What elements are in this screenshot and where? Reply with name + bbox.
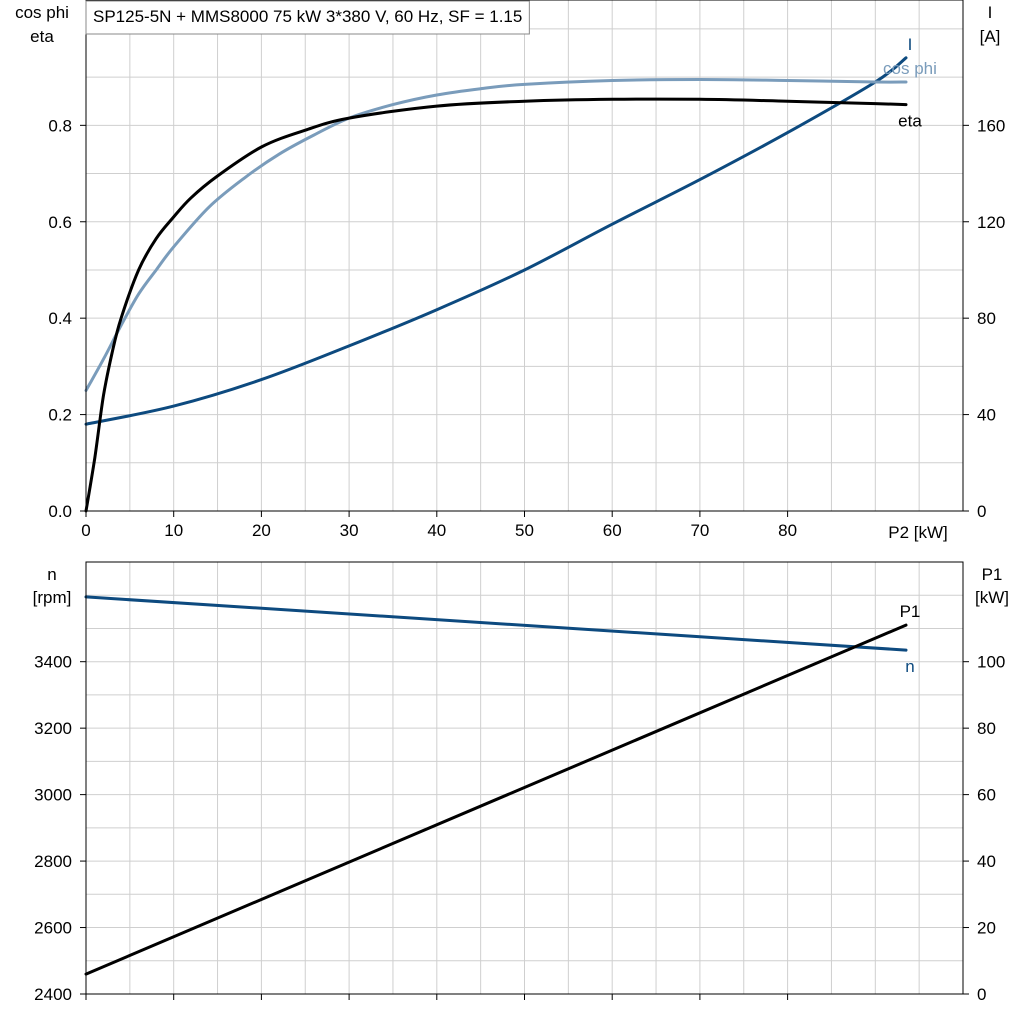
top-panel: 0 10 20 30 40 50 60 70 80 0.0 0.2 0.4 0.6 0.8 0 40 80 120… xyxy=(15,0,1005,542)
series-label-eta: eta xyxy=(898,112,922,131)
bottom-plot-frame xyxy=(85,561,964,995)
top-left-tick-label: 0.6 xyxy=(48,213,72,232)
top-x-tick-label: 20 xyxy=(252,521,271,540)
bottom-right-tick-label: 80 xyxy=(977,719,996,738)
top-x-tick-label: 70 xyxy=(690,521,709,540)
series-label-p1: P1 xyxy=(900,602,921,621)
bottom-panel: 2400 2600 2800 3000 3200 3400 0 20 40 60 80 100 P1 n… xyxy=(33,561,1009,1004)
top-right-tick-label: 80 xyxy=(977,309,996,328)
bottom-left-axis-label-rpm-unit: [rpm] xyxy=(33,588,72,607)
bottom-right-tick-label: 100 xyxy=(977,653,1005,672)
top-x-tick-label: 0 xyxy=(81,521,90,540)
bottom-right-axis-label-p1: P1 xyxy=(982,565,1003,584)
top-right-axis-label-a-unit: [A] xyxy=(980,27,1001,46)
series-label-i: I xyxy=(908,35,913,54)
chart-title: SP125-5N + MMS8000 75 kW 3*380 V, 60 Hz,… xyxy=(93,7,522,26)
series-label-cos-phi: cos phi xyxy=(883,59,937,78)
top-x-tick-label: 60 xyxy=(603,521,622,540)
top-x-tick-label: 40 xyxy=(427,521,446,540)
series-line-n xyxy=(84,595,908,652)
top-x-tick-label: 80 xyxy=(778,521,797,540)
top-x-axis-label: P2 [kW] xyxy=(888,523,948,542)
top-left-tick-label: 0.0 xyxy=(48,502,72,521)
top-grid xyxy=(86,0,963,511)
top-right-tick-label: 40 xyxy=(977,406,996,425)
series-label-n: n xyxy=(905,657,914,676)
top-left-tick-label: 0.8 xyxy=(48,116,72,135)
bottom-left-tick-label: 3400 xyxy=(34,653,72,672)
bottom-left-tick-label: 3000 xyxy=(34,786,72,805)
bottom-left-tick-label: 3200 xyxy=(34,719,72,738)
top-right-tick-label: 0 xyxy=(977,502,986,521)
series-line-eta xyxy=(84,97,908,513)
series-line-cos-phi xyxy=(84,78,908,392)
bottom-right-axis-label-kw-unit: [kW] xyxy=(975,588,1009,607)
top-right-tick-label: 160 xyxy=(977,116,1005,135)
bottom-left-tick-label: 2600 xyxy=(34,919,72,938)
top-left-axis-label-cos-phi: cos phi xyxy=(15,3,69,22)
top-x-tick-label: 50 xyxy=(515,521,534,540)
bottom-right-tick-label: 40 xyxy=(977,852,996,871)
series-line-i xyxy=(84,56,908,426)
top-left-tick-label: 0.4 xyxy=(48,309,72,328)
top-left-tick-label: 0.2 xyxy=(48,406,72,425)
bottom-right-tick-label: 0 xyxy=(977,985,986,1004)
top-right-axis-label-i: I xyxy=(988,3,993,22)
top-x-tick-label: 30 xyxy=(340,521,359,540)
bottom-left-tick-label: 2800 xyxy=(34,852,72,871)
bottom-right-tick-label: 20 xyxy=(977,919,996,938)
top-right-tick-label: 120 xyxy=(977,213,1005,232)
series-line-p1 xyxy=(84,623,908,976)
top-left-axis-label-eta: eta xyxy=(30,27,54,46)
bottom-right-tick-label: 60 xyxy=(977,786,996,805)
bottom-left-axis-label-n: n xyxy=(47,565,56,584)
top-plot-frame xyxy=(85,0,964,512)
bottom-grid xyxy=(86,562,963,994)
top-ticks: 0 10 20 30 40 50 60 70 80 0.0 0.2 0.4 0.6 0.8 0 40 80 120… xyxy=(48,116,1005,540)
top-x-tick-label: 10 xyxy=(164,521,183,540)
title-box xyxy=(85,0,530,35)
bottom-series: P1 n xyxy=(84,595,921,976)
bottom-left-tick-label: 2400 xyxy=(34,985,72,1004)
bottom-ticks: 2400 2600 2800 3000 3200 3400 0 20 40 60 80 100 xyxy=(34,653,1005,1004)
